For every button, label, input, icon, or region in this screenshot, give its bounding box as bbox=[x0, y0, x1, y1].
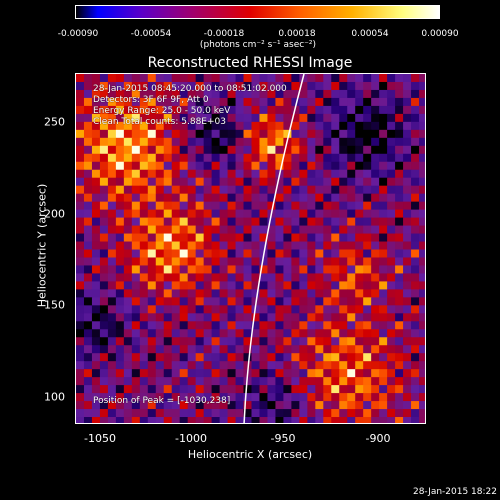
colorbar bbox=[75, 5, 440, 19]
x-tick-label: -950 bbox=[270, 432, 296, 445]
colorbar-units: (photons cm⁻² s⁻¹ asec⁻²) bbox=[199, 40, 317, 50]
colorbar-tick: -0.00090 bbox=[57, 29, 99, 39]
heatmap-image bbox=[76, 74, 425, 423]
timestamp: 28-Jan-2015 18:22 bbox=[412, 487, 497, 497]
counts-label: Clean Total counts: 5.88E+03 bbox=[93, 117, 226, 127]
colorbar-tick: -0.00054 bbox=[130, 29, 172, 39]
y-axis-label: Heliocentric Y (arcsec) bbox=[35, 183, 49, 308]
y-tick-label: 200 bbox=[44, 207, 65, 221]
solar-limb-line bbox=[243, 74, 305, 423]
x-tick-label: -1000 bbox=[175, 432, 207, 445]
energy-range-label: Energy Range: 25.0 - 50.0 keV bbox=[93, 106, 231, 116]
colorbar-tick: 0.00090 bbox=[421, 29, 459, 39]
colorbar-tick: -0.00018 bbox=[203, 29, 245, 39]
peak-position-label: Position of Peak = [-1030,238] bbox=[93, 396, 231, 406]
y-tick-label: 150 bbox=[44, 298, 65, 312]
plot-title: Reconstructed RHESSI Image bbox=[147, 55, 353, 71]
detectors-label: Detectors: 3F 6F 9F, Att 0 bbox=[93, 95, 209, 105]
time-range-label: 28-Jan-2015 08:45:20.000 to 08:51:02.000 bbox=[93, 84, 287, 94]
y-tick-label: 250 bbox=[44, 115, 65, 129]
x-tick-label: -1050 bbox=[84, 432, 116, 445]
colorbar-tick: 0.00018 bbox=[278, 29, 316, 39]
rhessi-image: 28-Jan-2015 08:45:20.000 to 08:51:02.000… bbox=[75, 73, 426, 424]
colorbar-tick: 0.00054 bbox=[351, 29, 389, 39]
x-tick-label: -900 bbox=[365, 432, 391, 445]
x-axis-label: Heliocentric X (arcsec) bbox=[187, 448, 313, 461]
y-tick-label: 100 bbox=[44, 390, 65, 404]
